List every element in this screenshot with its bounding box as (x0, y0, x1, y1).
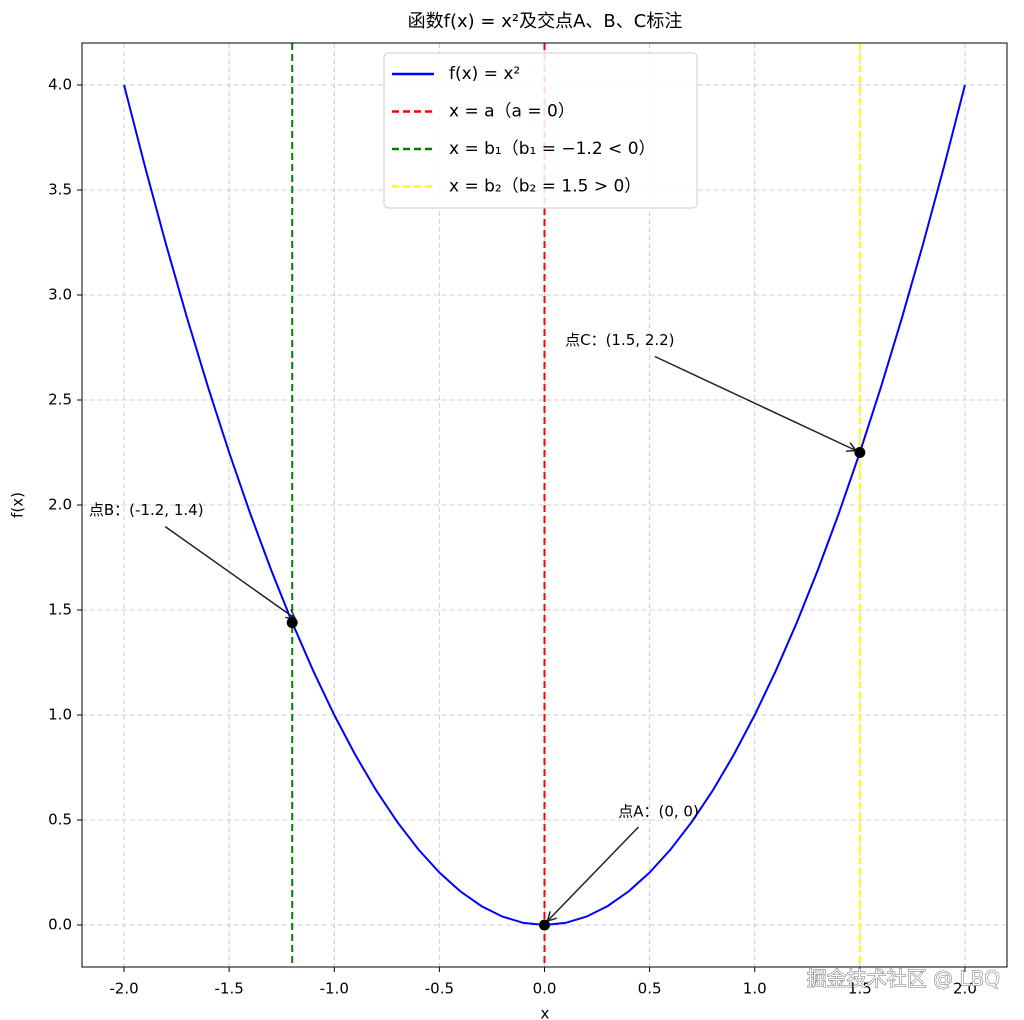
annotation-label: 点B：(-1.2, 1.4) (89, 501, 204, 519)
legend-label: f(x) = x² (449, 64, 520, 84)
legend-box (383, 52, 698, 209)
x-tick-label: 1.0 (743, 980, 767, 998)
annotation-arrow (654, 355, 856, 451)
y-tick-label: 3.0 (48, 286, 72, 304)
intersection-point (539, 919, 550, 931)
watermark: 掘金技术社区 @ LBQ (807, 967, 1000, 991)
x-tick-label: 0.5 (638, 980, 662, 998)
y-tick-label: 3.5 (48, 181, 72, 199)
y-tick-label: 2.0 (48, 496, 72, 514)
annotation-label: 点A：(0, 0) (618, 803, 699, 821)
y-tick-label: 0.0 (48, 916, 72, 934)
x-tick-label: 2.0 (953, 980, 977, 998)
y-tick-label: 2.5 (48, 391, 72, 409)
chart-title: 函数f(x) = x²及交点A、B、C标注 (408, 11, 683, 32)
legend-label: x = b₁（b₁ = −1.2 < 0） (449, 139, 656, 159)
x-tick-label: -1.0 (320, 980, 349, 998)
annotation-arrow (164, 525, 295, 619)
y-tick-label: 0.5 (48, 811, 72, 829)
x-tick-label: -1.5 (215, 980, 244, 998)
x-tick-label: -2.0 (109, 980, 138, 998)
x-tick-label: 0.0 (533, 980, 557, 998)
legend-label: x = a（a = 0） (449, 102, 575, 122)
intersection-point (854, 447, 866, 458)
x-axis-label: x (541, 1005, 550, 1020)
annotation-label: 点C：(1.5, 2.2) (565, 331, 674, 349)
y-axis-label: f(x) (9, 492, 27, 518)
intersection-point (286, 617, 298, 629)
y-tick-label: 1.5 (48, 601, 72, 619)
x-tick-label: 1.5 (848, 980, 872, 998)
legend-label: x = b₂（b₂ = 1.5 > 0） (449, 177, 641, 197)
y-tick-label: 1.0 (48, 706, 72, 724)
y-tick-label: 4.0 (48, 76, 72, 94)
plot-frame (81, 42, 1008, 968)
x-tick-label: -0.5 (425, 980, 454, 998)
annotation-arrow (548, 826, 640, 921)
